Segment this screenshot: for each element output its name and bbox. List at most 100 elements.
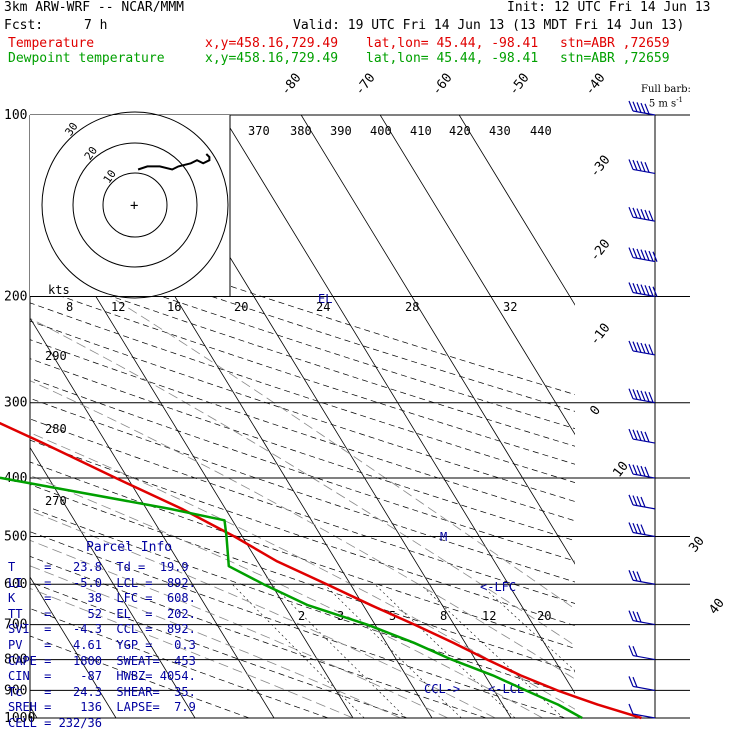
wind-barb	[628, 247, 658, 263]
hodograph-speed-tick: 16	[167, 300, 181, 314]
hodograph-center: +	[130, 198, 138, 214]
dry-adiabat	[30, 397, 575, 583]
parcel-info-row: LI = -5.0 LCL = 892.	[8, 575, 196, 590]
forecast-label: Fcst:	[4, 18, 44, 33]
wind-barb	[628, 159, 656, 175]
barb-flag	[632, 341, 638, 352]
parcel-info-row: CIN = -87 HWBZ= 4054.	[8, 669, 196, 684]
parcel-info-row: K = 38 LFC = 608.	[8, 591, 196, 606]
moist-adiabat	[30, 380, 575, 680]
pressure-tick-label: 100	[4, 108, 27, 123]
dry-adiabat	[30, 217, 575, 395]
barb-flag	[628, 282, 634, 293]
barb-flag	[640, 249, 646, 260]
barb-shaft	[632, 620, 656, 626]
barb-flag	[628, 676, 634, 687]
wind-barb	[628, 676, 656, 691]
barb-flag	[636, 160, 642, 172]
dry-adiabat	[30, 418, 575, 604]
pressure-tick-label: 1000	[4, 711, 35, 726]
legend-dewpoint-name: Dewpoint temperature	[8, 51, 165, 66]
barb-flag	[636, 102, 642, 113]
barb-scale-units: 5 m s	[648, 98, 677, 110]
hodograph-ring	[102, 172, 168, 238]
moist-adiabat	[30, 510, 496, 718]
barb-flag	[628, 610, 634, 621]
barb-flag	[632, 429, 638, 440]
parcel-info-row: CELL = 232/36	[8, 716, 102, 730]
barb-shaft	[632, 685, 656, 691]
legend-dewpoint-latlon: lat,lon= 45.44, -98.41	[366, 51, 539, 66]
wind-barb	[628, 610, 656, 626]
hodograph-speed-tick: 20	[234, 300, 248, 314]
theta-label: 390	[330, 124, 352, 138]
barb-flag	[636, 208, 642, 219]
isotherm-label: 30	[686, 534, 707, 556]
barb-flag	[628, 340, 634, 352]
barb-flag	[628, 206, 634, 218]
isotherm-label: 0	[587, 403, 604, 418]
mixing-ratio-line	[374, 583, 516, 718]
annotation-lfc: <-LFC	[480, 580, 516, 594]
parcel-info-row: TT = 52 EL = 202.	[8, 606, 196, 621]
legend-temperature-xy: x,y=458.16,729.49	[205, 36, 339, 51]
pressure-tick-label: 300	[4, 396, 27, 411]
barb-flag	[636, 523, 642, 535]
barb-flag	[636, 496, 642, 507]
barb-flag	[632, 248, 638, 259]
barb-flag	[644, 103, 650, 115]
pressure-tick-label: 600	[4, 577, 27, 592]
moist-adiabat	[30, 539, 448, 718]
barb-flag	[628, 463, 634, 475]
barb-flag	[640, 161, 646, 172]
wind-barb	[628, 463, 656, 479]
hodograph-ring	[72, 142, 198, 268]
barb-scale-line2: 5 m s-1	[648, 96, 684, 110]
legend-dewpoint-station: stn=ABR ,72659	[560, 51, 670, 66]
barb-flag	[632, 646, 638, 657]
barb-flag	[632, 207, 638, 219]
hodograph-speed-tick: 24	[316, 300, 330, 314]
wind-barb	[628, 494, 656, 510]
moist-adiabat	[30, 432, 575, 710]
isotherm-line	[30, 576, 117, 718]
theta-label: 290	[45, 349, 67, 363]
dry-adiabat	[30, 320, 575, 502]
parcel-info-row: SVI = -4.3 CCL = 892.	[8, 622, 196, 637]
barb-flag	[644, 250, 650, 261]
isotherm-line	[30, 317, 275, 718]
parcel-info-row: T = 23.8 Td = 19.9	[8, 560, 189, 574]
isotherm-label: -70	[352, 71, 378, 99]
parcel-info-row: CAPE = 1800 SWEAT= 453	[8, 653, 196, 668]
forecast-hour: 7 h	[84, 18, 108, 33]
barb-scale-label: Full barb: 5 m s-1	[641, 85, 691, 109]
barb-shaft	[632, 713, 656, 719]
hodograph-speed-tick: 12	[111, 300, 125, 314]
barb-flag	[628, 570, 634, 581]
isotherm-line	[30, 446, 196, 718]
hodograph-speed-tick: 8	[66, 300, 73, 314]
barb-flag	[628, 428, 634, 440]
isotherm-line	[379, 115, 575, 436]
theta-label: 430	[489, 124, 511, 138]
barb-flag	[636, 389, 642, 401]
barb-scale-line1: Full barb:	[641, 84, 691, 95]
parcel-info-row: PV = 4.61 YGP = 0.3	[8, 638, 196, 652]
mixing-ratio-label: 8	[440, 609, 447, 623]
barb-flag	[628, 522, 634, 533]
theta-label: 270	[45, 494, 67, 508]
dewpoint-trace	[0, 476, 583, 720]
theta-label: 370	[248, 124, 270, 138]
barb-flag	[628, 703, 634, 715]
wind-barb	[628, 703, 656, 719]
mixing-ratio-label: 12	[482, 609, 496, 623]
theta-label: 410	[410, 124, 432, 138]
theta-label: 380	[290, 124, 312, 138]
dry-adiabat	[30, 555, 487, 718]
theta-label: 440	[530, 124, 552, 138]
barb-flag	[628, 247, 634, 258]
barb-flag	[632, 464, 638, 475]
barb-flag	[632, 101, 638, 112]
annotation-lcl: <-LCL	[488, 682, 524, 696]
